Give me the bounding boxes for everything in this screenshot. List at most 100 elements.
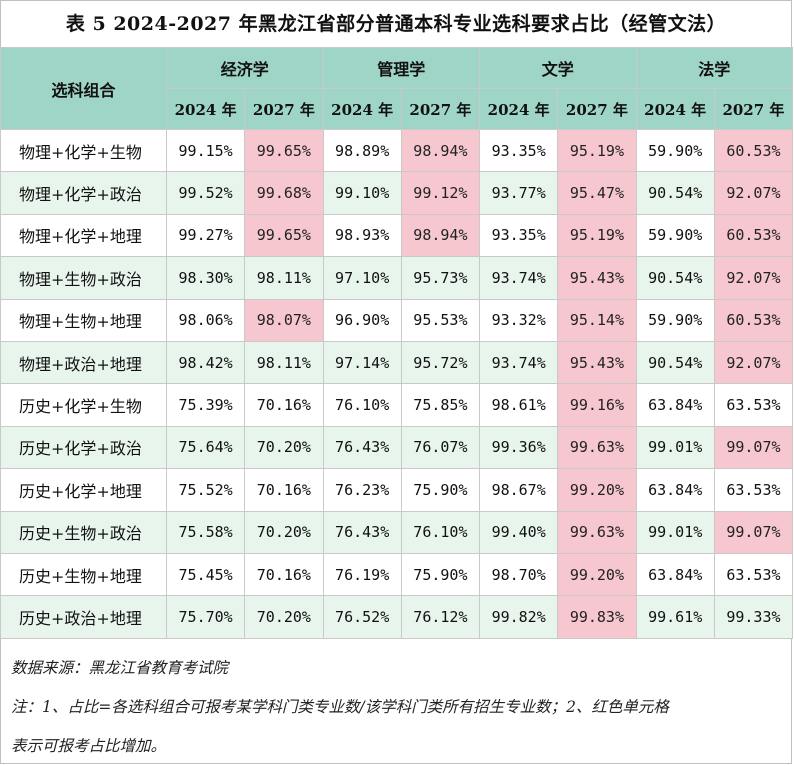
value-cell: 75.45% [165,552,246,597]
value-cell: 99.61% [635,595,715,639]
value-cell: 95.53% [400,298,481,342]
value-cell: 99.27% [165,213,246,258]
value-cell-increase: 95.43% [557,256,637,300]
header-year: 2024 年 [165,88,246,130]
value-cell: 59.90% [635,128,715,173]
value-cell-increase: 98.94% [400,128,481,173]
value-cell-increase: 92.07% [713,340,794,385]
value-cell: 98.30% [165,256,246,300]
value-cell-increase: 95.19% [557,128,637,173]
value-cell: 75.90% [400,468,481,512]
value-cell: 76.19% [322,552,402,597]
value-cell: 93.35% [479,128,559,173]
value-cell: 70.16% [244,468,324,512]
value-cell-increase: 95.14% [557,298,637,342]
table-row: 历史+化学+地理 75.52% 70.16% 76.23% 75.90% 98.67% 99… [0,468,794,512]
combo-cell: 物理+化学+地理 [0,213,167,258]
table-row: 历史+化学+政治 75.64% 70.20% 76.43% 76.07% 99.36% 99… [0,425,794,470]
table-row: 物理+化学+生物 99.15% 99.65% 98.89% 98.94% 93.35% 95… [0,128,794,173]
value-cell-increase: 98.07% [244,298,324,342]
value-cell: 98.11% [244,340,324,385]
value-cell: 59.90% [635,213,715,258]
value-cell: 99.52% [165,171,246,215]
value-cell: 63.84% [635,383,715,427]
combo-cell: 历史+化学+政治 [0,425,167,470]
header-group-literature: 文学 [479,47,637,89]
value-cell-increase: 99.20% [557,552,637,597]
value-cell: 76.23% [322,468,402,512]
table-row: 物理+生物+政治 98.30% 98.11% 97.10% 95.73% 93.74% 95… [0,256,794,300]
value-cell: 93.74% [479,340,559,385]
value-cell-increase: 92.07% [713,171,794,215]
value-cell: 76.12% [400,595,481,639]
table-row: 物理+生物+地理 98.06% 98.07% 96.90% 95.53% 93.32% 95… [0,298,794,342]
value-cell: 98.11% [244,256,324,300]
header-year: 2027 年 [557,88,637,130]
table-row: 历史+生物+政治 75.58% 70.20% 76.43% 76.10% 99.40% 99… [0,510,794,554]
value-cell: 98.67% [479,468,559,512]
header-group-management: 管理学 [322,47,481,89]
combo-cell: 历史+政治+地理 [0,595,167,639]
value-cell: 63.53% [713,383,794,427]
value-cell: 99.01% [635,425,715,470]
value-cell-increase: 99.16% [557,383,637,427]
notes-section: 数据来源：黑龙江省教育考试院 注：1、占比=各选科组合可报考某学科门类专业数/该… [1,639,791,766]
combo-cell: 物理+生物+政治 [0,256,167,300]
table-row: 物理+化学+地理 99.27% 99.65% 98.93% 98.94% 93.35% 95… [0,213,794,258]
header-year: 2027 年 [244,88,324,130]
combo-cell: 物理+政治+地理 [0,340,167,385]
value-cell: 75.85% [400,383,481,427]
table-title: 表 5 2024-2027 年黑龙江省部分普通本科专业选科要求占比（经管文法） [65,13,727,35]
value-cell-increase: 99.63% [557,425,637,470]
value-cell: 96.90% [322,298,402,342]
value-cell-increase: 95.47% [557,171,637,215]
value-cell: 76.43% [322,510,402,554]
value-cell: 75.64% [165,425,246,470]
value-cell-increase: 95.19% [557,213,637,258]
value-cell: 76.43% [322,425,402,470]
value-cell: 59.90% [635,298,715,342]
value-cell: 63.84% [635,468,715,512]
value-cell: 98.42% [165,340,246,385]
value-cell: 76.52% [322,595,402,639]
value-cell: 93.77% [479,171,559,215]
value-cell-increase: 99.63% [557,510,637,554]
value-cell: 90.54% [635,256,715,300]
value-cell-increase: 99.07% [713,425,794,470]
value-cell: 93.32% [479,298,559,342]
combo-cell: 历史+化学+地理 [0,468,167,512]
value-cell: 76.10% [322,383,402,427]
value-cell-increase: 99.20% [557,468,637,512]
value-cell-increase: 95.43% [557,340,637,385]
combo-cell: 物理+生物+地理 [0,298,167,342]
table-row: 历史+生物+地理 75.45% 70.16% 76.19% 75.90% 98.70% 99… [0,552,794,597]
header-group-law: 法学 [635,47,794,89]
combo-cell: 历史+化学+生物 [0,383,167,427]
value-cell: 70.20% [244,425,324,470]
header-year: 2027 年 [400,88,481,130]
combo-cell: 历史+生物+地理 [0,552,167,597]
value-cell: 98.06% [165,298,246,342]
value-cell-increase: 98.94% [400,213,481,258]
table-row: 物理+政治+地理 98.42% 98.11% 97.14% 95.72% 93.74% 95… [0,340,794,385]
header-year: 2024 年 [635,88,715,130]
value-cell: 75.70% [165,595,246,639]
value-cell: 95.72% [400,340,481,385]
table-row: 历史+政治+地理 75.70% 70.20% 76.52% 76.12% 99.82% 99… [0,595,794,639]
value-cell: 63.53% [713,468,794,512]
value-cell: 90.54% [635,171,715,215]
value-cell: 70.16% [244,383,324,427]
value-cell-increase: 99.83% [557,595,637,639]
value-cell: 99.33% [713,595,794,639]
footnote-line-2: 表示可报考占比增加。 [11,736,167,755]
value-cell: 90.54% [635,340,715,385]
value-cell-increase: 99.12% [400,171,481,215]
header-year: 2024 年 [479,88,559,130]
value-cell: 75.52% [165,468,246,512]
value-cell: 97.10% [322,256,402,300]
value-cell: 63.53% [713,552,794,597]
value-cell-increase: 99.65% [244,213,324,258]
value-cell: 97.14% [322,340,402,385]
value-cell-increase: 60.53% [713,298,794,342]
